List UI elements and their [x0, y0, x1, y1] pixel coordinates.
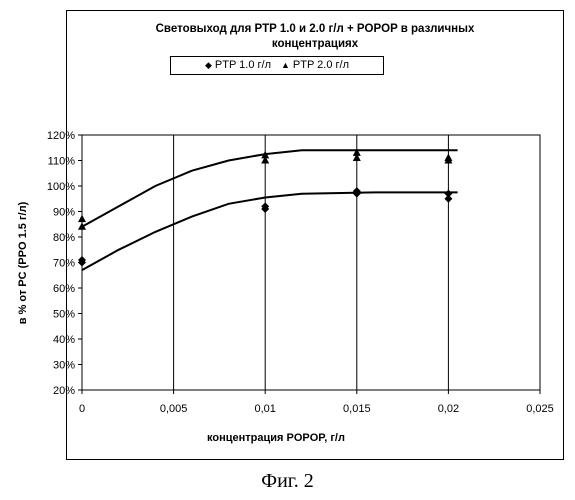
y-tick-label: 70% — [53, 258, 75, 270]
data-point-series-1 — [444, 190, 452, 198]
plot-area-border — [82, 135, 540, 390]
x-tick-label: 0,01 — [254, 403, 275, 415]
y-tick-label: 90% — [53, 207, 75, 219]
y-tick-label: 60% — [53, 283, 75, 295]
y-tick-label: 20% — [53, 385, 75, 397]
y-tick-label: 100% — [47, 181, 75, 193]
y-tick-label: 110% — [48, 156, 76, 168]
trend-line-series-2 — [82, 150, 458, 227]
y-tick-label: 50% — [53, 309, 75, 321]
x-tick-label: 0,005 — [160, 403, 188, 415]
data-point-series-2 — [444, 153, 452, 161]
trend-line-series-1 — [82, 192, 458, 270]
x-tick-label: 0 — [79, 403, 85, 415]
x-axis-label: концентрация POPOP, г/л — [207, 432, 345, 444]
y-tick-label: 30% — [53, 360, 75, 372]
x-tick-label: 0,025 — [526, 403, 554, 415]
y-tick-label: 120% — [47, 130, 75, 142]
x-tick-label: 0,015 — [343, 403, 371, 415]
y-tick-label: 80% — [53, 232, 75, 244]
y-tick-label: 40% — [53, 334, 75, 346]
data-point-series-2 — [78, 215, 86, 223]
figure-caption: Фиг. 2 — [0, 470, 575, 493]
y-axis-label: в % от PC (PPO 1.5 г/л) — [17, 201, 29, 324]
x-tick-label: 0,02 — [438, 403, 459, 415]
